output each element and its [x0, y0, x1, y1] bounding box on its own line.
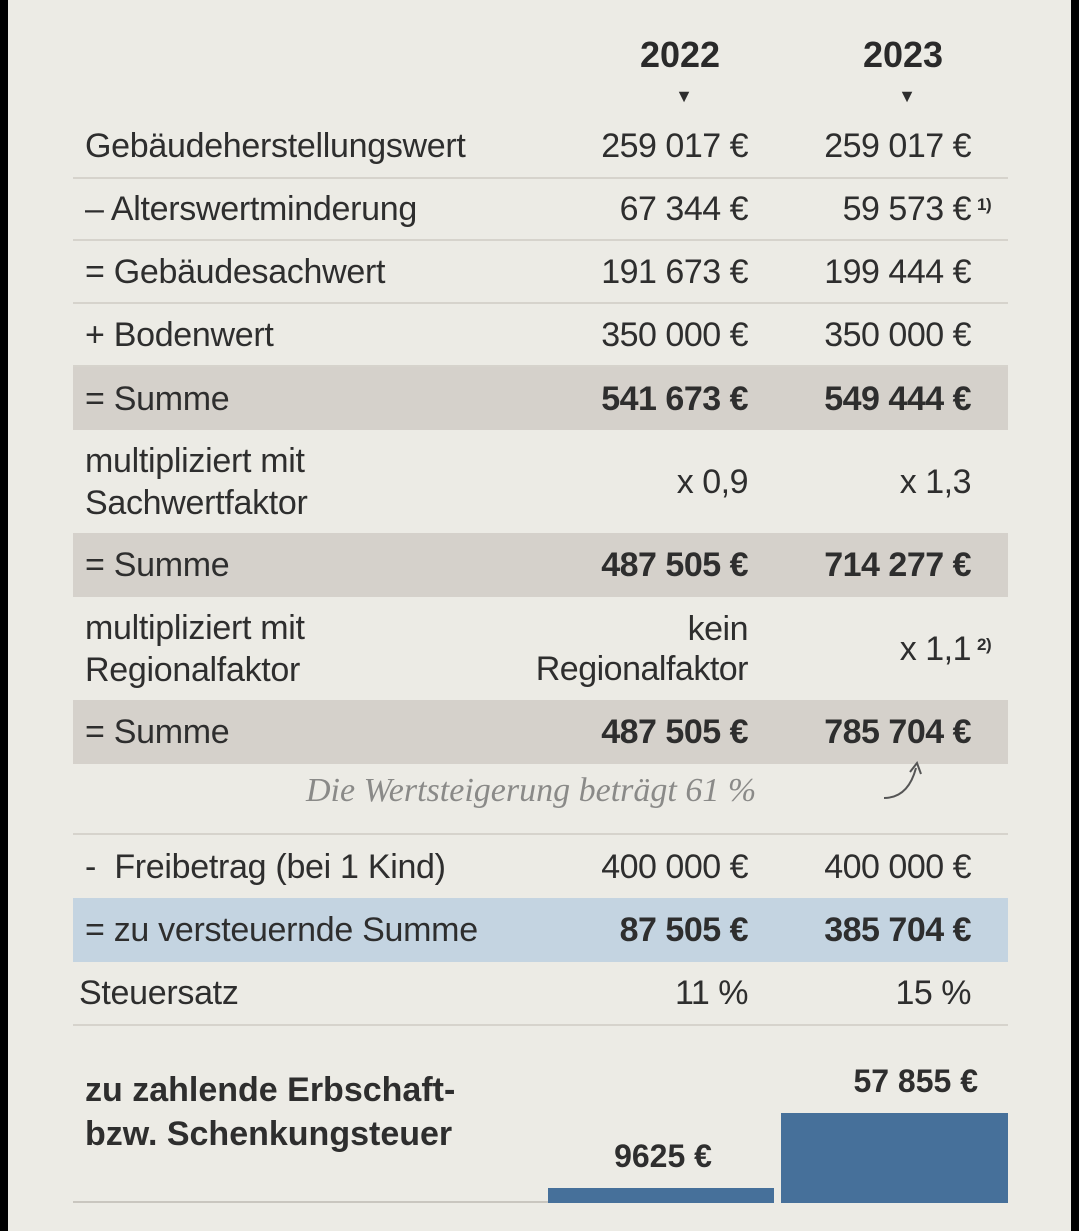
row-label: - Freibetrag (bei 1 Kind) [85, 847, 446, 886]
value-2022-line2: Regionalfaktor [535, 649, 749, 688]
tax-bar-2022 [548, 1188, 774, 1203]
row-label: = Summe [85, 379, 230, 418]
value-2023: 785 704 € [824, 713, 971, 751]
value-2023: 549 444 € [824, 379, 971, 418]
row-label: = Summe [85, 713, 230, 751]
value-2023-cell: x 1,1 2) [771, 629, 992, 669]
tax-bar-2023 [781, 1113, 1008, 1203]
row-label: Steuersatz [79, 974, 239, 1012]
year-header-2023: 2023 [862, 34, 944, 75]
row-label: = Summe [85, 546, 230, 584]
value-2022-line1: kein [687, 609, 749, 648]
final-tax-label-line2: bzw. Schenkungsteuer [85, 1115, 453, 1153]
value-2023: x 1,3 [899, 462, 972, 501]
table-row: - Freibetrag (bei 1 Kind) 400 000 € 400 … [73, 835, 1008, 898]
row-label: multipliziert mit Sachwertfaktor [85, 440, 308, 524]
value-2022: 350 000 € [601, 315, 748, 354]
baseline [73, 1201, 553, 1203]
footnote-marker: 2) [977, 634, 992, 654]
tax-value-2023: 57 855 € [853, 1063, 978, 1099]
row-label: = Gebäudesachwert [85, 252, 386, 291]
value-2022: 191 673 € [601, 252, 748, 291]
footnote-marker: 1) [977, 195, 992, 214]
value-2022: 487 505 € [601, 713, 748, 751]
value-2022: 487 505 € [601, 546, 748, 584]
value-2022: 87 505 € [619, 911, 749, 949]
row-label: Gebäudeherstellungswert [85, 127, 466, 165]
tax-comparison-infographic: 2022 2023 ▼ ▼ Gebäudeherstellungswert 25… [8, 0, 1071, 1231]
divider [73, 833, 1008, 835]
value-2022: x 0,9 [676, 462, 749, 501]
value-2023: x 1,1 [899, 629, 972, 668]
taxable-sum-row: = zu versteuernde Summe 87 505 € 385 704… [73, 898, 1008, 962]
table-row: – Alterswertminderung 67 344 € 59 573 € 1… [73, 179, 1008, 241]
value-increase-annotation: Die Wertsteigerung beträgt 61 % [306, 772, 757, 809]
value-2023: 59 573 € [842, 190, 972, 228]
sum-row: = Summe 487 505 € 785 704 € [73, 700, 1008, 764]
table-row: Gebäudeherstellungswert 259 017 € 259 01… [73, 115, 1008, 179]
row-label-line1: multipliziert mit [85, 608, 305, 647]
row-label-line2: Regionalfaktor [85, 650, 301, 689]
year-header-2022: 2022 [639, 34, 721, 75]
value-2022: 541 673 € [601, 379, 748, 418]
row-label-line1: multipliziert mit [85, 441, 305, 480]
value-2023: 714 277 € [824, 546, 971, 584]
table-row: = Gebäudesachwert 191 673 € 199 444 € [73, 241, 1008, 304]
down-arrow-icon: ▼ [898, 86, 916, 106]
final-tax-label: zu zahlende Erbschaft-bzw. Schenkungsteu… [85, 1068, 455, 1156]
value-2023: 199 444 € [824, 252, 971, 291]
tax-value-2022: 9625 € [614, 1138, 712, 1175]
value-2022: 67 344 € [619, 190, 749, 228]
value-2023: 259 017 € [824, 127, 971, 165]
value-2023: 15 % [895, 974, 972, 1012]
value-2022: 259 017 € [601, 127, 748, 165]
value-2022: kein Regionalfaktor [428, 609, 749, 689]
table-row: + Bodenwert 350 000 € 350 000 € [73, 304, 1008, 367]
row-label: + Bodenwert [85, 315, 274, 354]
row-label: – Alterswertminderung [85, 190, 417, 228]
value-2023: 350 000 € [824, 315, 971, 354]
value-2022: 400 000 € [601, 847, 748, 886]
final-tax-label-line1: zu zahlende Erbschaft- [85, 1071, 456, 1109]
row-label: = zu versteuernde Summe [85, 911, 478, 949]
table-row: multipliziert mit Sachwertfaktor x 0,9 x … [73, 430, 1008, 533]
sum-row: = Summe 487 505 € 714 277 € [73, 533, 1008, 597]
value-2023: 400 000 € [824, 847, 971, 886]
row-label: multipliziert mit Regionalfaktor [85, 607, 305, 691]
table-row: Steuersatz 11 % 15 % [73, 962, 1008, 1026]
value-2023: 385 704 € [824, 911, 971, 949]
sum-row: = Summe 541 673 € 549 444 € [73, 367, 1008, 430]
down-arrow-icon: ▼ [675, 86, 693, 106]
curved-arrow-icon [883, 760, 922, 799]
value-2022: 11 % [675, 974, 748, 1012]
table-row: multipliziert mit Regionalfaktor kein Regi… [73, 597, 1008, 700]
value-2023-cell: 59 573 € 1) [771, 189, 992, 229]
row-label-line2: Sachwertfaktor [85, 483, 308, 522]
